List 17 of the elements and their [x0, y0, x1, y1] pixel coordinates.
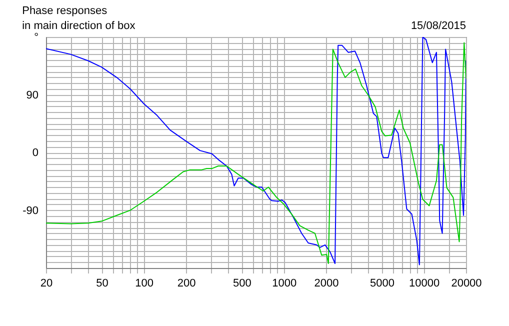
- y-tick-label: 90: [26, 89, 38, 102]
- x-tick-label: 200: [177, 278, 196, 290]
- x-tick-label: 1000: [272, 278, 297, 290]
- x-tick-label: 500: [233, 278, 252, 290]
- x-tick-label: 100: [135, 278, 154, 290]
- y-tick-label: -90: [22, 204, 38, 217]
- chart-title: Phase responses: [22, 5, 108, 17]
- x-tick-label: 10000: [409, 278, 440, 290]
- chart-subtitle: in main direction of box: [22, 20, 136, 32]
- x-tick-label: 5000: [370, 278, 394, 290]
- x-tick-label: 20000: [451, 278, 482, 290]
- x-tick-label: 50: [96, 278, 108, 290]
- y-tick-label: °: [34, 32, 38, 44]
- x-tick-label: 20: [40, 278, 53, 290]
- x-tick-label: 2000: [314, 278, 339, 290]
- text: 15/08/2015: [410, 20, 466, 32]
- y-tick-label: 0: [32, 147, 38, 159]
